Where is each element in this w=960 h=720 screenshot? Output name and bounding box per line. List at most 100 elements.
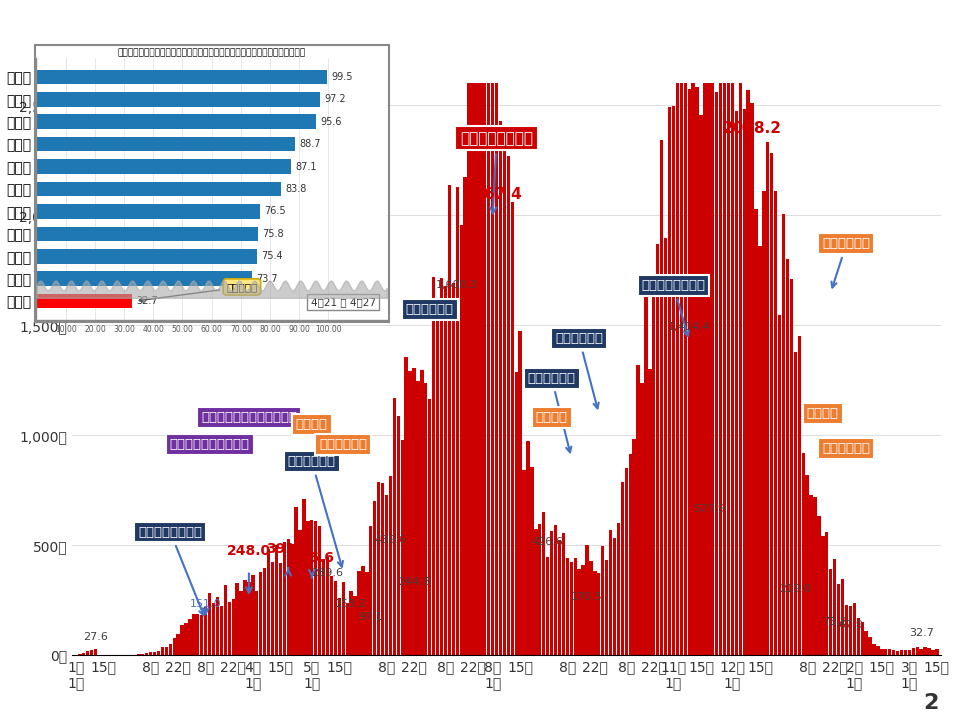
- Bar: [503, 139, 506, 655]
- Bar: [318, 526, 322, 655]
- Text: 医療警報終了: 医療警報終了: [320, 438, 368, 451]
- Text: 151.0: 151.0: [190, 599, 222, 609]
- Bar: [770, 153, 774, 655]
- Bar: [278, 563, 282, 655]
- Text: 289.6: 289.6: [312, 568, 344, 578]
- Bar: [243, 580, 247, 655]
- Bar: [569, 562, 573, 655]
- Bar: [471, 84, 474, 655]
- Bar: [786, 259, 789, 655]
- Bar: [554, 526, 557, 655]
- Bar: [36, 227, 258, 241]
- Bar: [664, 238, 667, 655]
- Text: 医療緊急警報: 医療緊急警報: [528, 372, 576, 452]
- Bar: [36, 249, 256, 264]
- Text: 1967.4: 1967.4: [464, 187, 522, 202]
- Bar: [36, 70, 327, 84]
- Bar: [852, 603, 856, 655]
- Bar: [381, 482, 384, 655]
- Bar: [704, 84, 707, 655]
- Bar: [597, 573, 600, 655]
- Bar: [428, 399, 431, 655]
- Bar: [805, 475, 809, 655]
- Bar: [228, 602, 231, 655]
- Text: 27.6: 27.6: [84, 632, 108, 642]
- Bar: [310, 521, 314, 655]
- Bar: [145, 653, 149, 655]
- Bar: [36, 181, 281, 197]
- Text: 1,600.3: 1,600.3: [436, 280, 478, 290]
- Text: 439.6: 439.6: [374, 535, 406, 545]
- Text: 75.4: 75.4: [261, 251, 282, 261]
- Bar: [420, 370, 423, 655]
- Text: 医療緊急警報: 医療緊急警報: [555, 332, 603, 408]
- Bar: [837, 585, 840, 655]
- Bar: [436, 312, 440, 655]
- Bar: [817, 516, 821, 655]
- Bar: [36, 294, 132, 308]
- Bar: [78, 654, 82, 655]
- Bar: [444, 287, 447, 655]
- Text: 95.6: 95.6: [320, 117, 342, 127]
- Bar: [169, 644, 172, 655]
- Bar: [526, 441, 530, 655]
- Bar: [518, 331, 522, 655]
- Bar: [589, 562, 592, 655]
- Bar: [719, 84, 722, 655]
- Bar: [141, 654, 144, 655]
- Bar: [224, 585, 227, 655]
- Bar: [648, 369, 652, 655]
- Bar: [578, 569, 581, 655]
- Bar: [605, 560, 609, 655]
- Bar: [36, 114, 316, 129]
- Bar: [935, 649, 939, 655]
- Bar: [601, 546, 605, 655]
- Bar: [165, 647, 168, 655]
- Bar: [475, 84, 479, 655]
- Bar: [766, 142, 770, 655]
- Bar: [542, 513, 545, 655]
- Bar: [239, 590, 243, 655]
- Bar: [325, 557, 329, 655]
- Bar: [856, 618, 860, 655]
- Text: 88.7: 88.7: [300, 139, 322, 149]
- Bar: [723, 84, 727, 655]
- Bar: [83, 652, 85, 655]
- Text: 32.7: 32.7: [136, 296, 158, 306]
- Bar: [621, 482, 624, 655]
- Bar: [479, 84, 483, 655]
- Bar: [738, 84, 742, 655]
- Text: 75.8: 75.8: [262, 229, 284, 239]
- Bar: [684, 84, 687, 655]
- Bar: [586, 545, 588, 655]
- Text: 感染拡大緊急警報: 感染拡大緊急警報: [138, 526, 204, 616]
- Bar: [322, 559, 325, 655]
- Bar: [539, 524, 541, 655]
- Bar: [530, 467, 534, 655]
- Bar: [781, 214, 785, 655]
- Bar: [629, 454, 632, 655]
- Bar: [216, 598, 219, 655]
- Bar: [672, 106, 675, 655]
- Bar: [389, 477, 392, 655]
- Text: まん延防止等重点措置: まん延防止等重点措置: [170, 438, 250, 451]
- Bar: [177, 634, 180, 655]
- Text: 直近1週間の人口10万人当たりの新規感染者数: 直近1週間の人口10万人当たりの新規感染者数: [283, 9, 677, 37]
- Bar: [393, 397, 396, 655]
- Text: 76.5: 76.5: [264, 207, 286, 217]
- Bar: [813, 498, 817, 655]
- Bar: [36, 137, 296, 151]
- Bar: [616, 523, 620, 655]
- Bar: [483, 84, 487, 655]
- Text: 医療緊急警報: 医療緊急警報: [288, 455, 343, 567]
- Bar: [231, 599, 235, 655]
- Bar: [876, 646, 879, 655]
- Text: 97.1: 97.1: [358, 612, 383, 622]
- Bar: [522, 470, 526, 655]
- Bar: [708, 84, 710, 655]
- Bar: [259, 572, 262, 655]
- Bar: [400, 440, 404, 655]
- Bar: [734, 111, 738, 655]
- Bar: [695, 87, 699, 655]
- Bar: [396, 416, 400, 655]
